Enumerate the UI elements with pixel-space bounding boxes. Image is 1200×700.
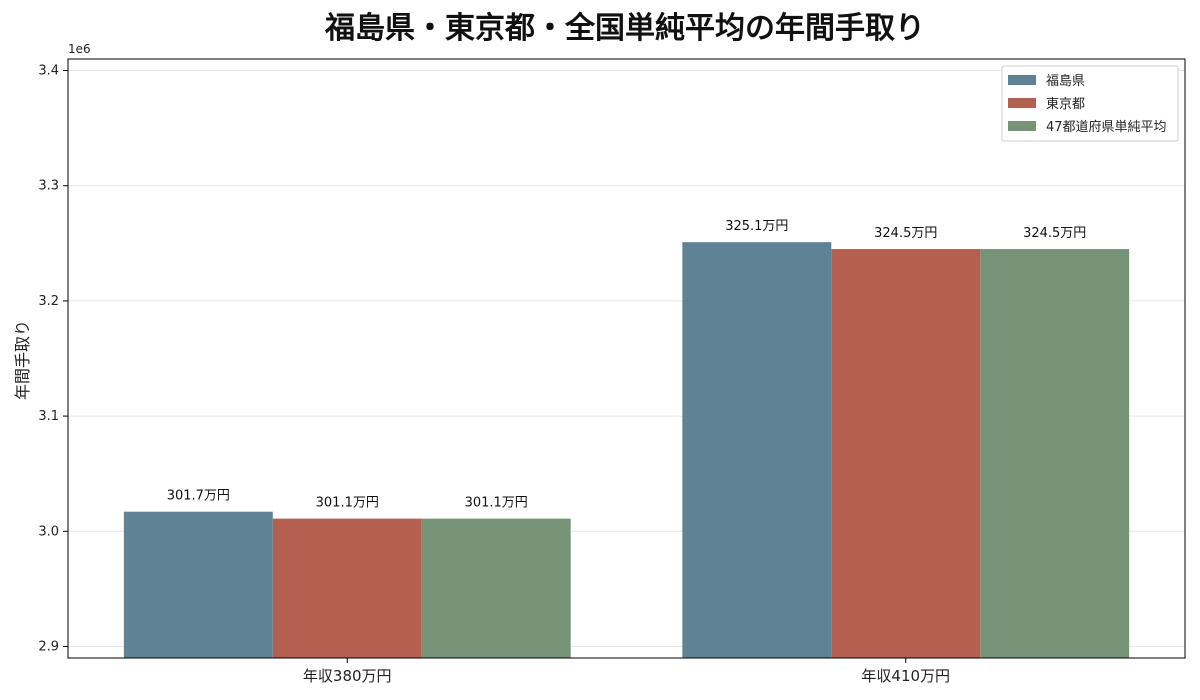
y-tick-label: 3.0 (38, 524, 59, 539)
legend-swatch (1008, 75, 1036, 85)
bar (682, 242, 832, 658)
y-tick-label: 2.9 (38, 639, 59, 654)
y-axis-label: 年間手取り (13, 320, 32, 400)
bar-value-label: 325.1万円 (725, 219, 788, 234)
bar (980, 249, 1130, 658)
bar-value-label: 324.5万円 (1023, 226, 1086, 241)
bar (831, 249, 981, 658)
bar (123, 511, 273, 658)
y-tick-label: 3.2 (38, 294, 59, 309)
bar (272, 518, 422, 658)
legend-swatch (1008, 121, 1036, 131)
y-offset-label: 1e6 (68, 42, 91, 56)
y-tick-label: 3.1 (38, 409, 59, 424)
legend-entry: 東京都 (1046, 96, 1085, 112)
legend-swatch (1008, 98, 1036, 108)
legend-box (1001, 65, 1179, 142)
bar-value-label: 324.5万円 (874, 226, 937, 241)
y-axis: 2.9 3.0 3.1 3.2 3.3 3.4 (38, 64, 68, 654)
chart-title: 福島県・東京都・全国単純平均の年間手取り (324, 11, 925, 46)
bar-value-label: 301.1万円 (465, 496, 528, 511)
bar (421, 518, 571, 658)
y-tick-label: 3.3 (38, 179, 59, 194)
legend-entry: 47都道府県単純平均 (1046, 119, 1167, 135)
bars (123, 242, 1130, 658)
y-tick-label: 3.4 (38, 64, 59, 79)
data-labels: 301.7万円 301.1万円 301.1万円 325.1万円 324.5万円 324.5… (167, 219, 1087, 510)
bar-value-label: 301.1万円 (316, 496, 379, 511)
x-tick-label: 年収380万円 (303, 667, 392, 685)
x-axis: 年収380万円 年収410万円 (303, 658, 950, 685)
legend-entry: 福島県 (1046, 74, 1085, 89)
bar-value-label: 301.7万円 (167, 489, 230, 504)
x-tick-label: 年収410万円 (861, 667, 950, 685)
plot-frame (67, 58, 1186, 659)
